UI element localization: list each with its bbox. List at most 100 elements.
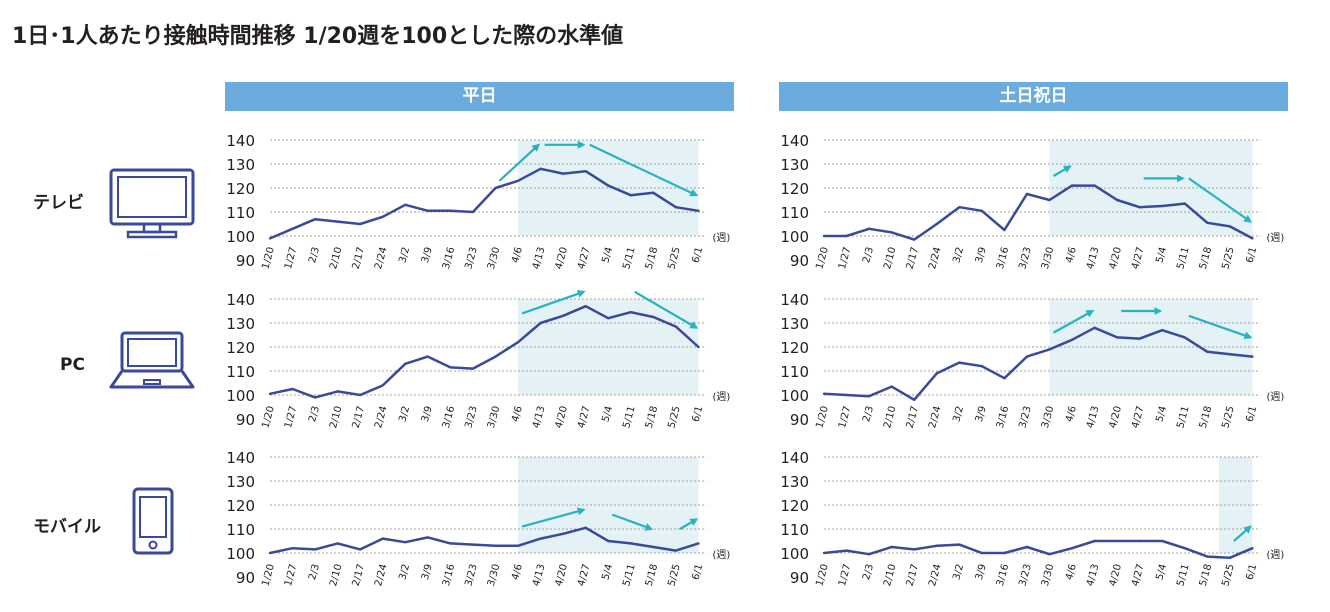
data-point [1048, 553, 1051, 556]
data-point [845, 393, 848, 397]
x-tick-label: 3/9 [974, 405, 989, 423]
x-tick-label: 4/20 [554, 246, 570, 271]
data-point [313, 218, 317, 221]
x-unit-label: (週) [1266, 232, 1284, 244]
data-point [313, 396, 317, 399]
x-tick-label: 3/16 [441, 563, 457, 588]
chart-weekday-mobile: 140 130 120 110 100 90 1/20 1/27 2/3 2/10 2/17 2/24… [226, 449, 730, 588]
chart-weekday-pc: 140 130 120 110 100 90 1/20 1/27 2/3 2/10 2/17 2/24… [226, 290, 730, 430]
x-tick-label: 4/13 [1085, 563, 1101, 588]
data-point [584, 526, 587, 529]
data-point [268, 551, 272, 555]
data-point [980, 551, 984, 555]
x-tick-label: 4/27 [1130, 563, 1146, 588]
x-tick-label: 4/27 [576, 405, 592, 430]
smartphone-icon [132, 487, 174, 555]
x-tick-label: 3/2 [397, 405, 412, 423]
y-tick-label: 100 [226, 387, 255, 405]
x-unit-label: (週) [712, 232, 730, 244]
series-line [269, 526, 699, 555]
trend-arrow [521, 507, 586, 528]
data-point [1161, 204, 1164, 208]
trend-arrow [521, 290, 586, 315]
y-tick-label: 140 [780, 132, 809, 150]
data-point [1206, 221, 1209, 224]
x-tick-label: 1/20 [260, 563, 276, 588]
chart-weekday-tv: 140 130 120 110 100 90 1/20 1/27 2/3 2/10 2/17 2/24… [226, 132, 730, 271]
data-point [607, 184, 610, 187]
y-tick-label: 90 [790, 252, 809, 270]
device-label-pc: PC [60, 355, 85, 375]
x-tick-label: 5/11 [1175, 246, 1191, 271]
data-point [958, 543, 961, 546]
x-tick-label: 4/6 [510, 405, 525, 423]
x-tick-label: 3/16 [995, 246, 1011, 271]
x-tick-label: 3/16 [441, 246, 457, 271]
data-point [313, 548, 317, 551]
x-tick-label: 3/2 [951, 563, 966, 581]
data-point [359, 548, 362, 551]
x-tick-label: 6/1 [1245, 246, 1260, 264]
y-tick-label: 120 [780, 497, 809, 515]
x-tick-label: 6/1 [691, 405, 706, 423]
data-point [584, 170, 587, 173]
data-point [674, 325, 678, 328]
data-point [539, 537, 542, 540]
data-point [1183, 202, 1186, 205]
x-tick-label: 3/2 [397, 563, 412, 581]
data-point [845, 234, 848, 238]
x-tick-label: 4/20 [554, 405, 570, 430]
x-tick-label: 3/30 [1040, 246, 1056, 271]
x-tick-label: 3/23 [463, 246, 479, 271]
x-tick-label: 1/27 [283, 246, 299, 271]
data-point [1183, 336, 1186, 339]
data-point [1115, 539, 1119, 543]
data-point [652, 191, 655, 194]
x-tick-label: 6/1 [1245, 563, 1260, 581]
trend-arrow [498, 143, 541, 182]
highlight-period [518, 140, 699, 236]
x-tick-label: 4/20 [1108, 246, 1124, 271]
x-tick-label: 5/25 [666, 405, 682, 430]
x-tick-label: 6/1 [1245, 405, 1260, 423]
y-tick-label: 110 [226, 521, 255, 539]
x-tick-label: 4/13 [1085, 405, 1101, 430]
x-tick-label: 5/11 [1175, 563, 1191, 588]
x-unit-label: (週) [712, 549, 730, 561]
x-tick-label: 3/30 [486, 563, 502, 588]
x-tick-label: 4/6 [1064, 405, 1079, 423]
data-point [494, 186, 497, 190]
x-tick-label: 5/4 [1154, 563, 1169, 581]
y-tick-label: 90 [790, 411, 809, 429]
x-tick-label: 5/18 [1198, 405, 1214, 430]
data-point [1093, 326, 1096, 329]
x-tick-label: 3/9 [420, 246, 435, 264]
trend-arrow [1052, 310, 1095, 334]
x-tick-label: 5/25 [1220, 405, 1236, 430]
column-header-weekend: 土日祝日 [779, 82, 1288, 111]
x-tick-label: 5/4 [600, 246, 615, 264]
x-tick-label: 2/24 [927, 246, 943, 271]
data-point [1138, 337, 1141, 340]
y-tick-label: 110 [780, 204, 809, 222]
x-tick-label: 2/17 [905, 246, 921, 271]
x-tick-label: 2/10 [328, 563, 344, 588]
x-tick-label: 2/10 [328, 405, 344, 430]
x-tick-label: 4/20 [554, 563, 570, 588]
x-tick-label: 3/9 [974, 563, 989, 581]
data-point [1138, 539, 1141, 543]
x-tick-label: 2/3 [307, 246, 322, 264]
x-tick-label: 1/20 [814, 563, 830, 588]
data-point [1228, 225, 1232, 228]
series-line [823, 539, 1253, 560]
x-tick-label: 3/23 [1017, 246, 1033, 271]
x-tick-label: 3/23 [1017, 563, 1033, 588]
x-tick-label: 2/24 [373, 563, 389, 588]
data-point [539, 321, 542, 325]
data-point [404, 541, 407, 544]
y-tick-label: 110 [226, 363, 255, 381]
x-tick-label: 4/20 [1108, 405, 1124, 430]
y-tick-label: 100 [226, 545, 255, 563]
x-tick-label: 2/17 [351, 563, 367, 588]
data-point [1025, 545, 1029, 549]
